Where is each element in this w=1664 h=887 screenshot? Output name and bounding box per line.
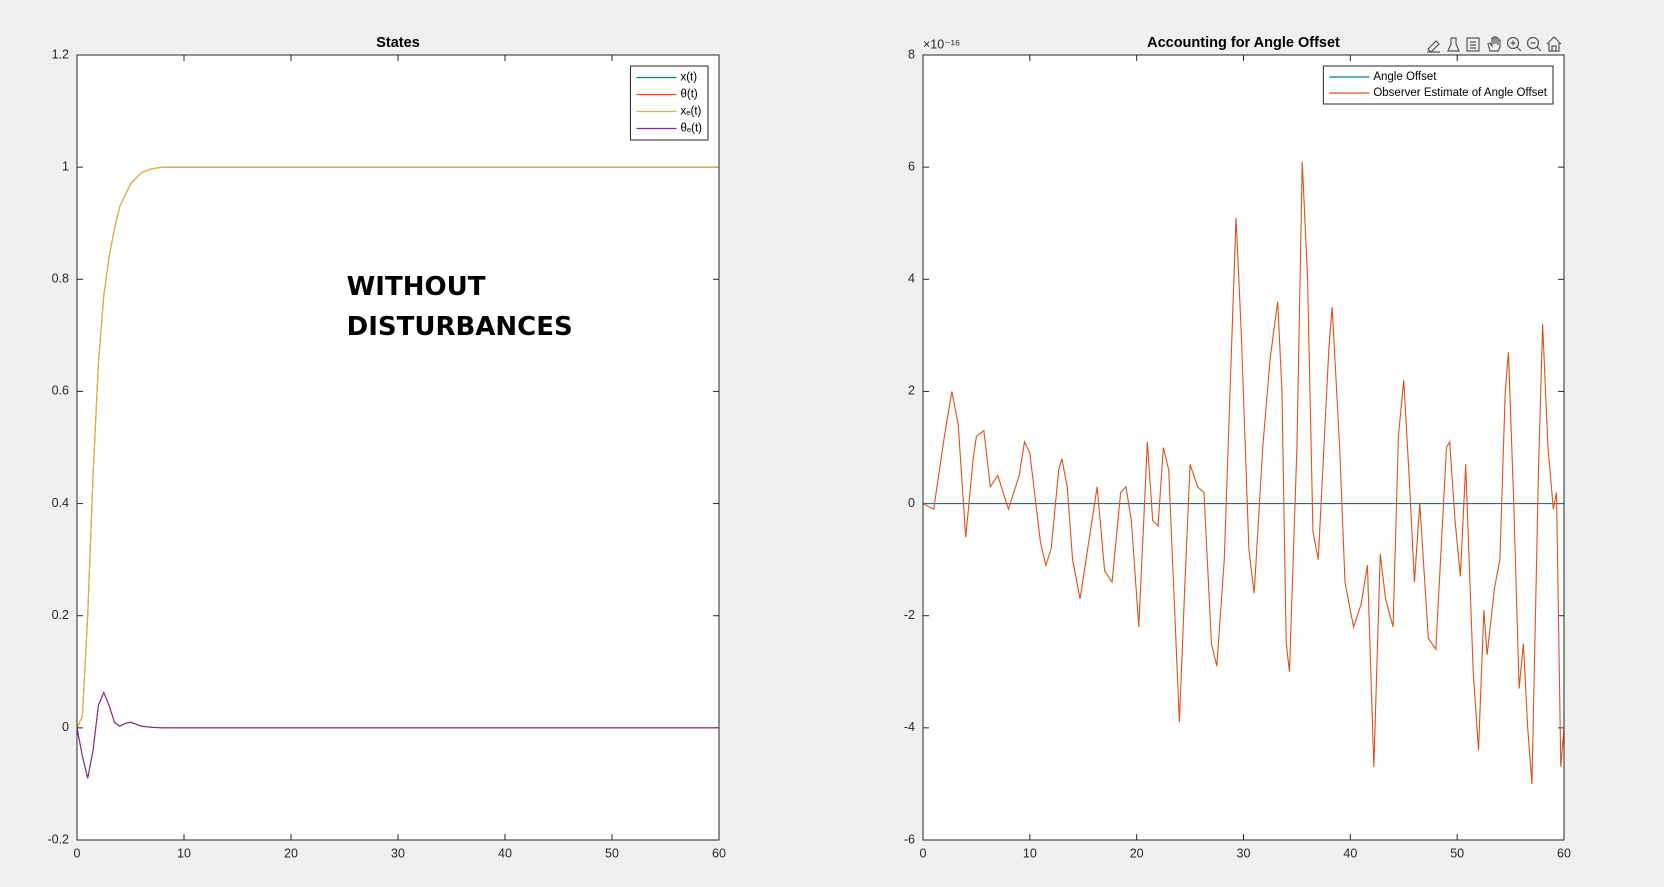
export-tool[interactable] [1466,37,1480,52]
series-line [76,166,719,729]
legend-label: Observer Estimate of Angle Offset [1373,87,1547,99]
y-tick-label: 0 [908,496,915,510]
x-tick-label: 20 [1130,846,1144,860]
legend-label: θₑ(t) [680,123,702,135]
legend-label: Angle Offset [1373,71,1437,83]
y-tick-label: 2 [908,384,915,398]
annotation: WITHOUT [347,272,486,302]
series-line [922,161,1565,784]
legend-box [1322,65,1554,105]
y-tick-label: 0.8 [52,272,69,286]
axes-box [922,54,1565,841]
x-tick-label: 60 [1557,846,1571,860]
legend: x(t) θ(t) xₑ(t) θₑ(t) [629,65,709,141]
pan-tool[interactable] [1487,36,1501,52]
y-tick-label: 0 [62,720,69,734]
x-tick-label: 40 [498,846,512,860]
legend-label: xₑ(t) [680,106,701,118]
x-tick-label: 10 [177,846,191,860]
y-tick-label: 8 [908,47,915,61]
datatip-tool[interactable] [1447,37,1460,52]
legend-box [629,65,709,141]
x-tick-label: 60 [712,846,726,860]
y-tick-label: 1 [62,159,69,173]
axes: -0.2 0 0.2 0.4 0.6 0.8 1 1.2 0 10 20 30 40 50 60 States… [47,35,726,860]
y-tick-label: 0.2 [52,608,69,622]
x-tick-label: 0 [74,846,81,860]
annotation: DISTURBANCES [347,312,573,342]
y-tick-label: -6 [904,832,915,846]
y-tick-label: 0.6 [52,384,69,398]
y-tick-label: 4 [908,272,915,286]
plot-area [77,55,719,840]
legend: Angle Offset Observer Estimate of Angle O… [1322,65,1554,105]
legend-label: θ(t) [680,89,697,101]
x-tick-label: 40 [1343,846,1357,860]
zoom-in-tool[interactable] [1506,36,1522,52]
x-tick-label: 30 [391,846,405,860]
x-tick-label: 0 [920,846,927,860]
home-tool[interactable] [1546,36,1562,52]
x-tick-label: 20 [284,846,298,860]
series-line [76,691,719,779]
plot-area [923,55,1564,840]
brush-tool[interactable] [1427,40,1440,53]
chart-title: Accounting for Angle Offset [1147,35,1340,51]
y-exponent-label: ×10⁻¹⁶ [923,37,960,51]
x-tick-label: 30 [1237,846,1251,860]
axes-toolbar [1427,36,1562,53]
y-tick-label: -2 [904,608,915,622]
x-tick-label: 10 [1023,846,1037,860]
legend-label: x(t) [680,72,697,84]
y-tick-label: 6 [908,159,915,173]
x-tick-label: 50 [605,846,619,860]
zoom-out-tool[interactable] [1526,36,1542,52]
y-tick-label: 0.4 [52,496,69,510]
y-tick-label: -0.2 [47,832,69,846]
y-tick-label: -4 [904,720,915,734]
y-tick-label: 1.2 [52,47,69,61]
x-tick-label: 50 [1450,846,1464,860]
chart-title: States [376,35,420,51]
axes: -6 -4 -2 0 2 4 6 8 0 10 20 30 40 50 60 ×10⁻¹⁶ Accounting… [904,35,1571,860]
axes-box [76,54,720,841]
